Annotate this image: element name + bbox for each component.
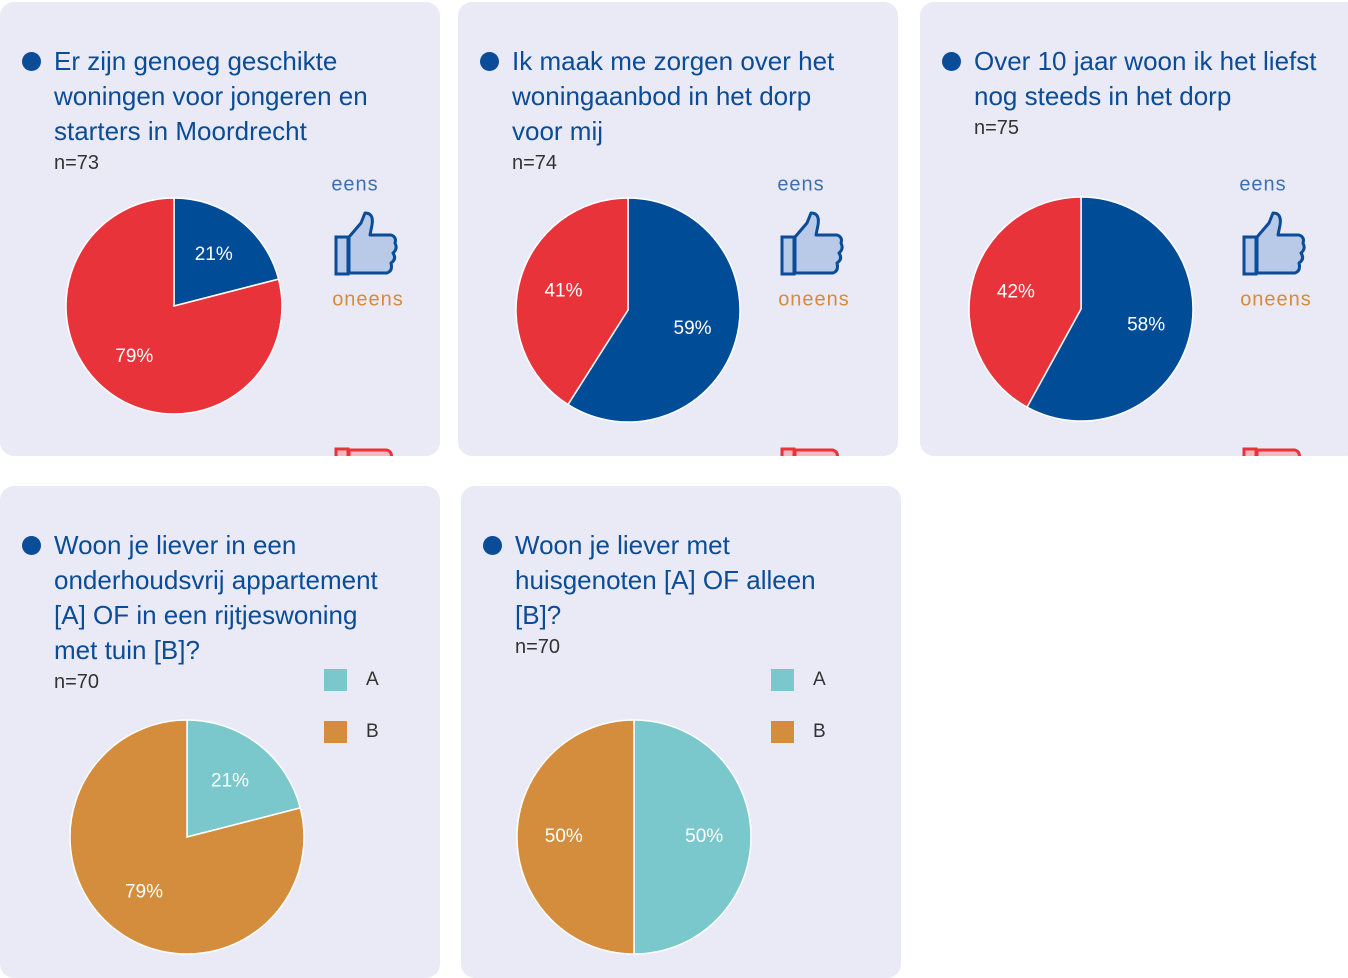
chart-card: 21% 79% eens oneens Er zijn genoeg geschikte…	[0, 2, 440, 456]
chart-subtitle: n=70	[54, 671, 100, 693]
data-label: 58%	[1127, 315, 1165, 336]
thumbs-up-icon	[780, 211, 844, 276]
pie-slice	[1026, 196, 1194, 422]
icon-cuff	[334, 447, 350, 456]
chart: 21% 79% eens oneens	[65, 173, 404, 456]
legend-label: eens	[1239, 173, 1286, 195]
chart-title-block: Over 10 jaar woon ik het liefst nog stee…	[942, 44, 1324, 140]
chart: 59% 41% eens oneens	[515, 173, 850, 456]
chart-card: 21% 79% A B Woon je liever in een onderhouds…	[0, 486, 440, 978]
icon-hand	[793, 211, 844, 275]
chart-subtitle: n=74	[512, 152, 558, 174]
icon-cuff	[1242, 447, 1258, 456]
icon-hand	[347, 448, 393, 456]
chart-card: 59% 41% eens oneens Ik maak me zorgen over h…	[458, 2, 898, 456]
chart-title: Er zijn genoeg geschikte woningen voor j…	[54, 46, 368, 146]
pie-slice	[515, 197, 629, 406]
data-label: 50%	[685, 826, 723, 847]
data-label: 41%	[544, 280, 582, 301]
chart: 50% 50% A B	[516, 669, 826, 955]
chart-title: Ik maak me zorgen over het woningaanbod …	[512, 46, 835, 146]
legend-label: A	[813, 669, 826, 690]
data-label: 42%	[997, 281, 1035, 302]
legend-label: oneens	[1240, 288, 1312, 310]
pie-slice	[516, 719, 635, 955]
pie-slice	[566, 197, 741, 423]
icon-cuff	[780, 447, 796, 456]
data-label: 59%	[674, 318, 712, 339]
data-label: 79%	[115, 346, 153, 367]
icon-hand	[793, 448, 839, 456]
legend-label: eens	[777, 173, 824, 195]
legend-label: oneens	[332, 288, 404, 310]
legend-swatch	[771, 669, 794, 691]
chart-title-block: Er zijn genoeg geschikte woningen voor j…	[22, 44, 404, 175]
chart-card: 58% 42% eens oneens Over 10 jaar woon ik het…	[920, 2, 1348, 456]
chart-title-block: Ik maak me zorgen over het woningaanbod …	[480, 44, 862, 175]
chart-title-block: Woon je liever in een onderhoudsvrij app…	[22, 528, 404, 694]
pie-slice	[633, 719, 752, 955]
legend-swatch	[324, 669, 347, 691]
data-label: 21%	[211, 771, 249, 792]
thumbs-up-icon	[334, 211, 398, 276]
chart-subtitle: n=70	[515, 636, 561, 658]
chart: 58% 42% eens oneens	[968, 173, 1312, 456]
icon-cuff	[334, 235, 350, 276]
icon-cuff	[780, 235, 796, 276]
legend-label: eens	[331, 173, 378, 195]
legend-label: oneens	[778, 288, 850, 310]
icon-hand	[1255, 211, 1306, 275]
icon-hand	[347, 211, 398, 275]
icon-hand	[1255, 448, 1301, 456]
thumbs-down-icon	[780, 447, 839, 456]
thumbs-up-icon	[1242, 211, 1306, 276]
legend-swatch	[324, 721, 347, 743]
legend-label: B	[366, 721, 379, 742]
icon-cuff	[1242, 235, 1258, 276]
chart-title: Over 10 jaar woon ik het liefst nog stee…	[974, 46, 1317, 111]
data-label: 21%	[195, 244, 233, 265]
chart: 21% 79% A B	[69, 669, 379, 955]
chart-subtitle: n=75	[974, 117, 1020, 139]
chart-card: 50% 50% A B Woon je liever met huisgenoten […	[461, 486, 901, 978]
chart-title: Woon je liever in een onderhoudsvrij app…	[54, 530, 378, 665]
legend-swatch	[771, 721, 794, 743]
pie-slice	[968, 196, 1082, 409]
data-label: 50%	[545, 826, 583, 847]
thumbs-down-icon	[1242, 447, 1301, 456]
chart-subtitle: n=73	[54, 152, 100, 174]
chart-title: Woon je liever met huisgenoten [A] OF al…	[515, 530, 816, 630]
pie-slice	[173, 197, 280, 307]
legend-label: A	[366, 669, 379, 690]
pie-slice	[65, 197, 283, 415]
pie-slice	[69, 719, 305, 955]
data-label: 79%	[125, 881, 163, 902]
chart-title-block: Woon je liever met huisgenoten [A] OF al…	[483, 528, 865, 659]
legend-label: B	[813, 721, 826, 742]
pie-slice	[186, 719, 302, 838]
thumbs-down-icon	[334, 447, 393, 456]
